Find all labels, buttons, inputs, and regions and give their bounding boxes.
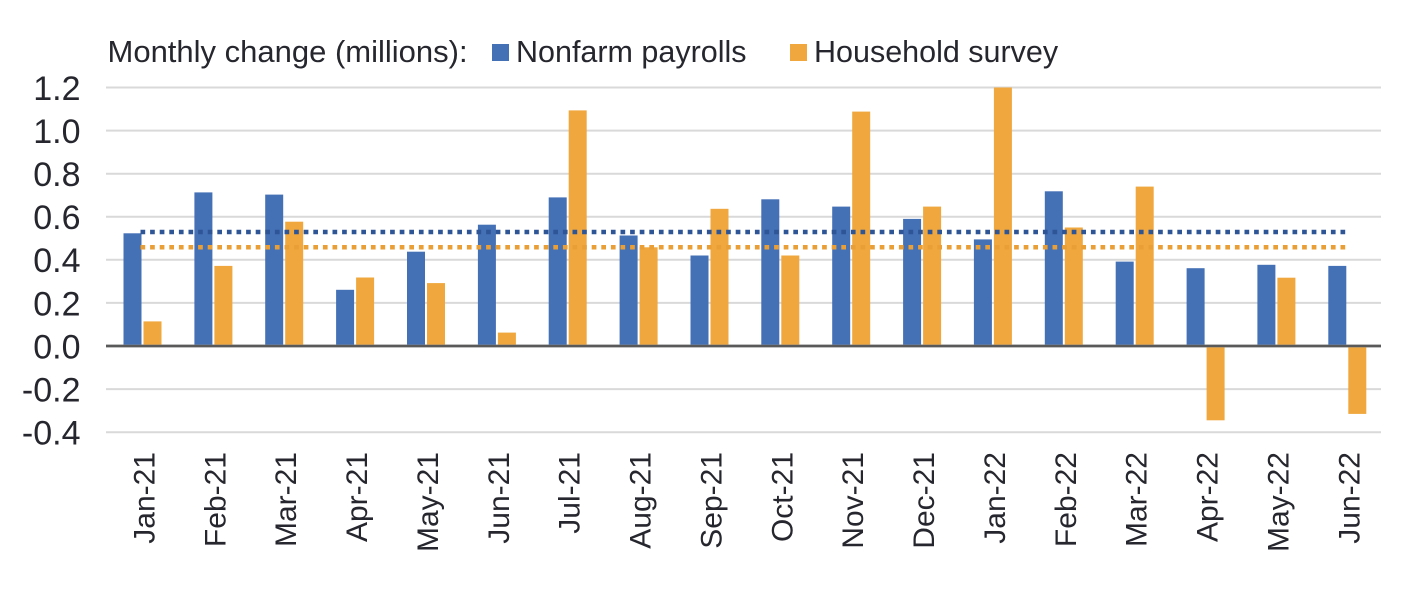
svg-text:Oct-21: Oct-21 xyxy=(766,452,799,542)
svg-text:Nonfarm payrolls: Nonfarm payrolls xyxy=(516,35,747,69)
svg-text:Aug-21: Aug-21 xyxy=(625,452,658,549)
svg-text:Monthly change (millions):: Monthly change (millions): xyxy=(108,34,468,69)
svg-text:-0.4: -0.4 xyxy=(22,415,81,453)
svg-text:Feb-21: Feb-21 xyxy=(199,452,232,547)
svg-text:Apr-22: Apr-22 xyxy=(1192,452,1225,542)
svg-text:0.2: 0.2 xyxy=(33,285,80,323)
svg-text:0.0: 0.0 xyxy=(33,328,80,366)
svg-text:May-21: May-21 xyxy=(412,452,445,552)
svg-text:1.2: 1.2 xyxy=(33,70,80,108)
svg-text:Jan-22: Jan-22 xyxy=(979,452,1012,544)
svg-text:0.6: 0.6 xyxy=(33,199,80,237)
svg-text:0.8: 0.8 xyxy=(33,156,80,194)
svg-text:Household survey: Household survey xyxy=(814,35,1059,69)
svg-text:Feb-22: Feb-22 xyxy=(1050,452,1083,547)
svg-text:Apr-21: Apr-21 xyxy=(341,452,374,542)
svg-text:Dec-21: Dec-21 xyxy=(908,452,941,549)
svg-text:Jul-21: Jul-21 xyxy=(554,452,587,534)
svg-text:Jan-21: Jan-21 xyxy=(129,452,162,544)
svg-text:Nov-21: Nov-21 xyxy=(837,452,870,549)
svg-text:Jun-21: Jun-21 xyxy=(483,452,516,544)
svg-text:Mar-22: Mar-22 xyxy=(1121,452,1154,547)
svg-text:-0.2: -0.2 xyxy=(22,372,81,410)
svg-text:May-22: May-22 xyxy=(1262,452,1295,552)
svg-text:1.0: 1.0 xyxy=(33,113,80,151)
svg-text:Jun-22: Jun-22 xyxy=(1333,452,1366,544)
svg-text:Mar-21: Mar-21 xyxy=(270,452,303,547)
svg-text:0.4: 0.4 xyxy=(33,242,80,280)
svg-text:Sep-21: Sep-21 xyxy=(696,452,729,549)
